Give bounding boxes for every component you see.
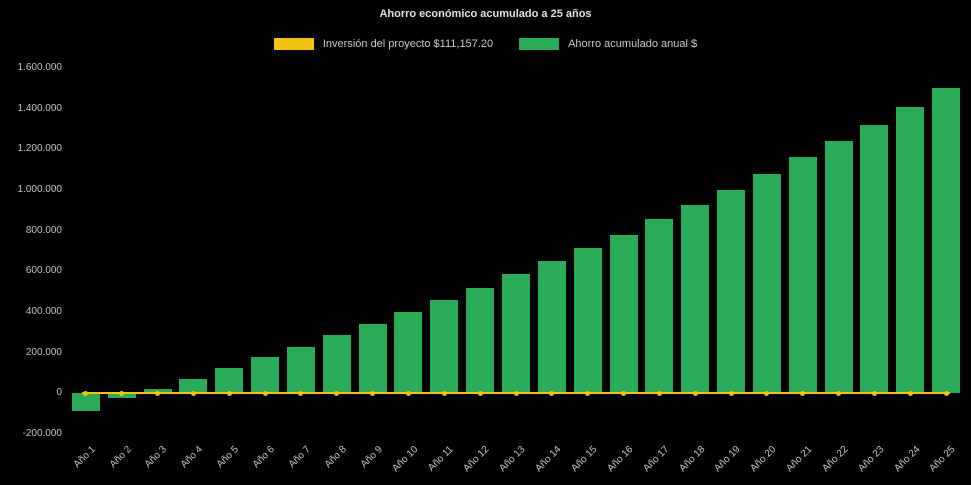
x-axis-label: Año 2: [107, 444, 134, 471]
y-axis-label: 1.600.000: [17, 62, 63, 73]
y-axis-label: 1.200.000: [17, 143, 63, 155]
line-point: [262, 390, 268, 396]
line-point: [549, 390, 555, 396]
y-axis-label: 800.000: [25, 224, 62, 236]
line-point: [692, 390, 698, 396]
x-axis-label: Año 5: [214, 444, 242, 471]
bar: [358, 324, 387, 394]
bar: [430, 299, 459, 394]
line-point: [119, 390, 125, 396]
x-axis-label: Año 15: [569, 444, 600, 475]
chart-title: Ahorro económico acumulado a 25 años: [379, 8, 592, 20]
x-axis-label: Año 7: [286, 444, 313, 471]
savings-swatch-icon: [519, 38, 560, 50]
bar: [322, 335, 351, 394]
line-point: [155, 390, 161, 396]
line-point: [226, 390, 232, 396]
legend-item-savings[interactable]: Ahorro acumulado anual $: [519, 38, 697, 50]
bar: [788, 157, 817, 394]
line-point: [943, 390, 949, 396]
bar: [394, 312, 423, 394]
bar: [502, 274, 530, 394]
line-point: [513, 390, 519, 396]
bar: [251, 356, 280, 394]
x-axis-label: Año 6: [250, 444, 277, 471]
chart-legend: Inversión del proyecto $111,157.20 Ahorr…: [0, 38, 971, 50]
line-point: [190, 390, 196, 396]
line-point: [836, 390, 842, 396]
bar: [681, 205, 710, 394]
bar: [179, 379, 208, 394]
bar: [860, 124, 889, 394]
bar: [107, 393, 136, 399]
x-axis-label: Año 10: [390, 444, 421, 475]
bar: [466, 287, 495, 394]
y-axis-label: 1.400.000: [17, 102, 63, 114]
x-axis-label: Año 20: [748, 444, 779, 475]
line-point: [585, 390, 591, 396]
bar: [645, 219, 674, 394]
line-point: [477, 390, 483, 396]
line-point: [871, 390, 877, 396]
legend-item-investment[interactable]: Inversión del proyecto $111,157.20: [273, 38, 494, 50]
legend-label-investment: Inversión del proyecto $111,157.20: [322, 38, 494, 50]
bar: [932, 88, 961, 394]
x-axis-label: Año 12: [461, 444, 492, 475]
x-axis-label: Año 1: [71, 444, 98, 471]
x-axis-label: Año 8: [322, 444, 349, 471]
x-axis-label: Año 24: [891, 444, 923, 475]
bar: [573, 247, 602, 394]
line-point: [764, 390, 770, 396]
bar: [752, 173, 781, 394]
line-point: [907, 390, 913, 396]
x-axis-label: Año 13: [497, 444, 528, 475]
line-point: [298, 390, 304, 396]
line-point: [621, 390, 627, 396]
x-axis-label: Año 18: [676, 444, 707, 475]
x-axis-label: Año 21: [784, 444, 815, 475]
x-axis-label: Año 14: [533, 444, 564, 475]
x-axis-label: Año 11: [426, 444, 457, 474]
bar: [824, 141, 853, 394]
bar: [717, 190, 746, 394]
line-point: [656, 390, 662, 396]
bar: [286, 346, 315, 394]
investment-swatch-icon: [273, 38, 314, 50]
y-axis-label: 1.000.000: [17, 184, 63, 195]
x-axis-label: Año 9: [358, 444, 385, 471]
y-axis-label: 600.000: [25, 265, 62, 277]
line-point: [405, 390, 411, 396]
x-axis-label: Año 19: [712, 444, 743, 475]
bar: [896, 106, 925, 394]
x-axis-label: Año 25: [927, 444, 958, 475]
line-point: [83, 390, 89, 396]
line-point: [728, 390, 734, 396]
x-axis-label: Año 3: [143, 444, 170, 471]
x-axis-label: Año 23: [855, 444, 887, 475]
bar: [609, 234, 638, 394]
line-point: [441, 390, 447, 396]
x-axis-label: Año 17: [640, 444, 672, 475]
y-axis-label: 200.000: [25, 346, 62, 358]
y-axis-label: 0: [56, 387, 62, 399]
bar: [215, 367, 244, 394]
line-point: [370, 390, 376, 396]
x-axis-label: Año 22: [820, 444, 851, 475]
y-axis-label: 400.000: [25, 306, 62, 317]
x-axis-label: Año 4: [178, 444, 206, 471]
bar: [71, 393, 100, 411]
bar: [537, 261, 566, 394]
y-axis-label: -200.000: [22, 428, 62, 439]
legend-label-savings: Ahorro acumulado anual $: [568, 38, 698, 50]
line-point: [800, 390, 806, 396]
line-point: [334, 390, 340, 396]
x-axis-label: Año 16: [605, 444, 636, 475]
